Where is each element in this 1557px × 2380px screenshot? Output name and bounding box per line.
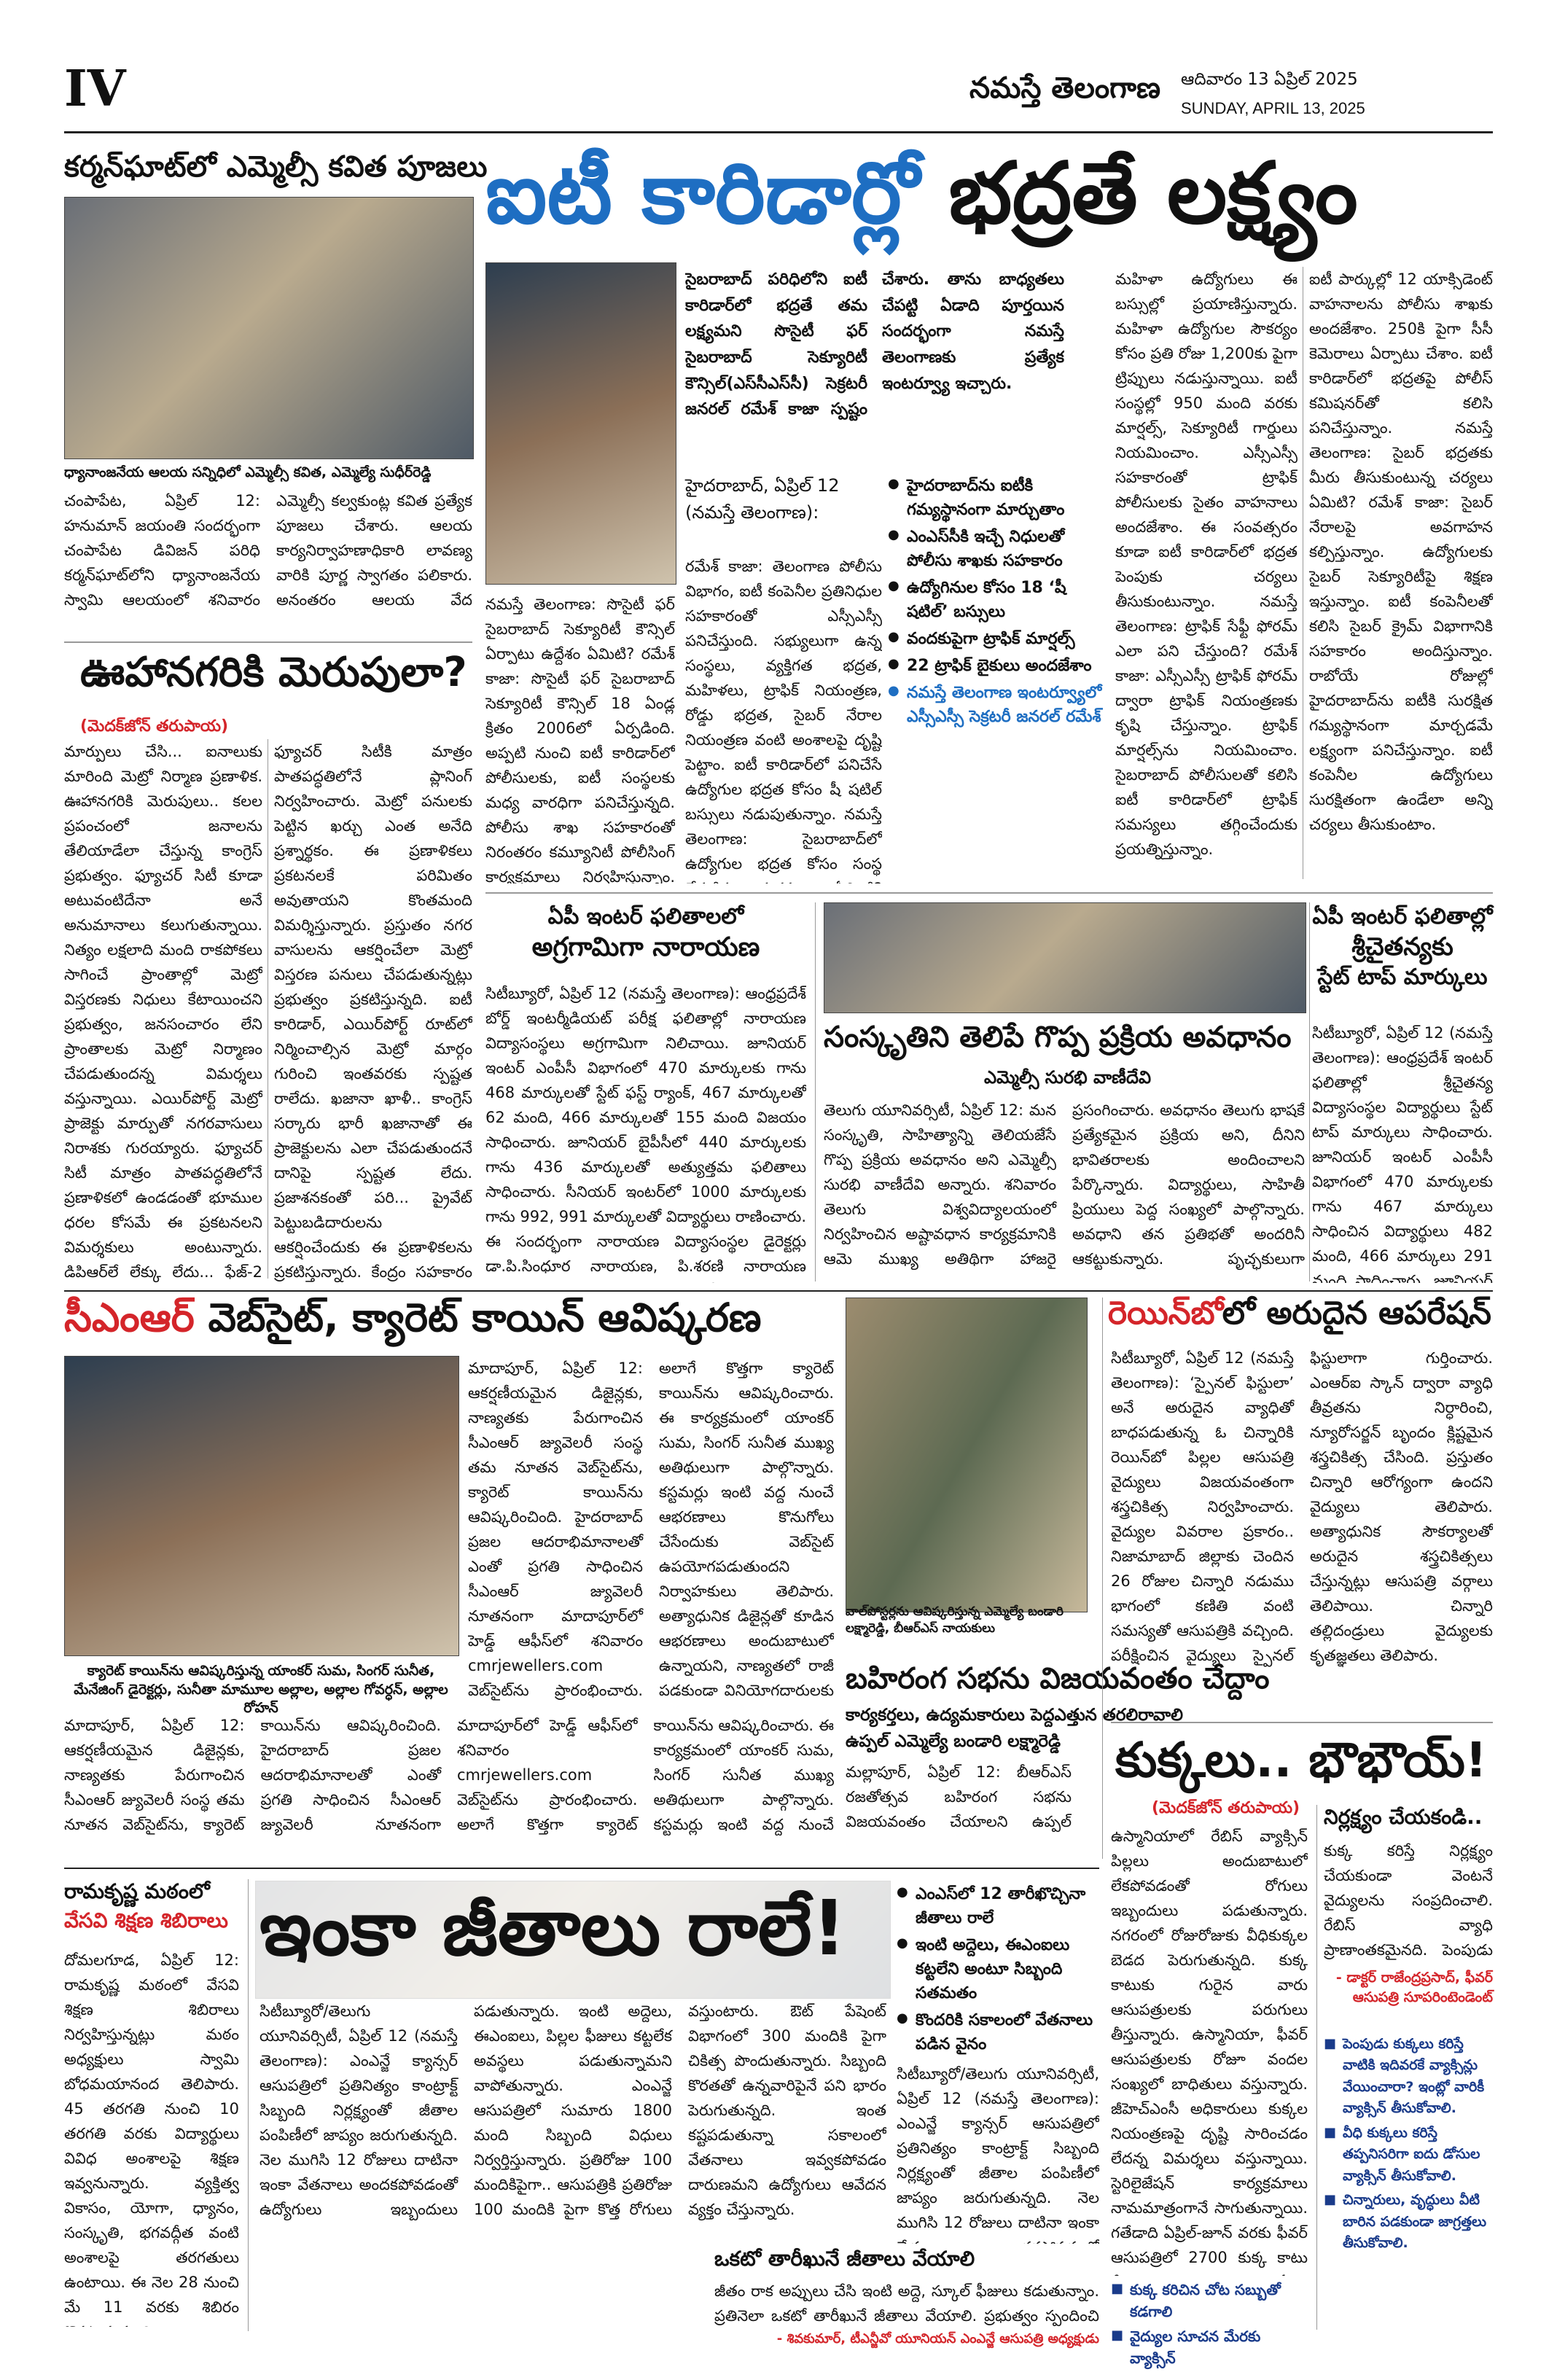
mid-rule (64, 1290, 1493, 1292)
narayana-title-line1: ఏపీ ఇంటర్ ఫలితాలలో (547, 904, 744, 929)
it-bullet: వందకుపైగా ట్రాఫిక్ మార్షల్స్ (888, 627, 1107, 651)
brs-subtitle2: ఉప్పల్ ఎమ్మెల్యే బండారి లక్ష్మారెడ్డి (846, 1732, 1061, 1751)
brs-subtitle1: కార్యకర్తలు, ఉద్యమకారులు పెద్దఎత్తున తరల… (846, 1706, 1184, 1725)
kavitha-photo (64, 197, 474, 459)
avadhanam-body: తెలుగు యూనివర్సిటీ, ఏప్రిల్ 12: మన సంస్క… (824, 1101, 1305, 1268)
cmr-headline-part2: వెబ్‌సైట్, క్యారెట్ కాయిన్ ఆవిష్కరణ (194, 1295, 762, 1341)
brs-photo (846, 1298, 1088, 1612)
kukkalu-sidebar-bullet: వీధి కుక్కలు కరిస్తే తప్పనిసరిగా ఐదు డోస… (1324, 2123, 1493, 2187)
kukkalu-bottom-bullet: వైద్యుల సూచన మేరకు వ్యాక్సిన్ (1111, 2325, 1308, 2369)
it-bullet: హైదరాబాద్‌ను ఐటీకి గమ్యస్థానంగా మార్చుతా… (888, 474, 1107, 522)
ramakrishna-divider (248, 1879, 249, 2331)
rain-headline: రెయిన్‌బోలో అరుదైన ఆపరేషన్ (1108, 1295, 1491, 1340)
it-photo (485, 262, 676, 585)
chaitanya-title-line3: స్టేట్ టాప్ మార్కులు (1317, 964, 1488, 991)
it-dateline-box: హైదరాబాద్, ఏప్రిల్ 12 (నమస్తే తెలంగాణ): (685, 472, 882, 526)
kukkalu-sidebar-bullet: పెంపుడు కుక్కలు కరిస్తే వాటికి ఇదివరకే వ… (1324, 2034, 1493, 2120)
ramakrishna-title: రామకృష్ణ మఠంలో వేసవి శిక్షణ శిబిరాలు (64, 1879, 239, 1938)
it-dateline-text: హైదరాబాద్, ఏప్రిల్ 12 (నమస్తే తెలంగాణ): (685, 475, 840, 523)
it-col3: మహిళా ఉద్యోగులు ఈ బస్సుల్లో ప్రయాణిస్తున… (1115, 270, 1298, 859)
salaries-bullet: ఇంటి అద్దెలు, ఈఎంఐలు కట్టలేని అంటూ సిబ్బ… (897, 1933, 1099, 2005)
page-number: IV (64, 60, 126, 118)
lower-rule (64, 1868, 1099, 1869)
uha-title: ఊహానగరికి మెరుపులా? (80, 649, 467, 696)
ramakrishna-body: దోమలగూడ, ఏప్రిల్ 12: రామకృష్ణ మఠంలో వేసవ… (64, 1951, 239, 2327)
it-col1: నమస్తే తెలంగాణ: సొసైటీ ఫర్ సైబరాబాద్ సెక… (485, 596, 675, 883)
salaries-quote-attr: - శివకుమార్, టీఎన్జీవో యూనియన్ ఎంఎన్జే ఆ… (776, 2331, 1099, 2346)
salaries-title: ఇంకా జీతాలు రాలే! (260, 1884, 846, 1973)
date-telugu: ఆదివారం 13 ఏప్రిల్ 2025 (1181, 70, 1358, 89)
narayana-title: ఏపీ ఇంటర్ ఫలితాలలో అగ్రగామిగా నారాయణ (485, 902, 806, 965)
cmr-headline: సీఎంఆర్ వెబ్‌సైట్, క్యారెట్ కాయిన్ ఆవిష్… (64, 1295, 761, 1351)
brs-caption: వాల్‌పోస్టర్లను ఆవిష్కరిస్తున్న ఎమ్మెల్య… (846, 1604, 1064, 1636)
it-col4: ఐటీ పార్కుల్లో 12 యాక్సిడెంట్ వాహనాలను ప… (1309, 270, 1493, 834)
narayana-body: సిటీబ్యూరో, ఏప్రిల్ 12 (నమస్తే తెలంగాణ):… (485, 985, 806, 1283)
salaries-bullet: కొందరికి సకాలంలో వేతనాలు పడిన వైనం (897, 2008, 1099, 2056)
salaries-subhead: ఒకటో తారీఖునే జీతాలు వేయాలి (714, 2247, 975, 2271)
kukkalu-title: కుక్కలు.. భౌభౌయ్! (1115, 1732, 1487, 1788)
kukkalu-divider (1316, 1805, 1317, 2330)
salaries-photo (255, 1881, 891, 1999)
salaries-body-right: సిటీబ్యూరో/తెలుగు యూనివర్సిటీ, ఏప్రిల్ 1… (897, 2065, 1099, 2244)
it-headline: ఐటీ కారిడార్లో భద్రతే లక్ష్యం (485, 143, 1358, 244)
kukkalu-sidebar-bullet: చిన్నారులు, వృద్ధులు వీటి బారిన పడకుండా … (1324, 2190, 1493, 2254)
cmr-body-right: మాదాపూర్, ఏప్రిల్ 12: ఆకర్షణీయమైన డిజైన్… (468, 1359, 834, 1700)
narayana-title-line2: అగ్రగామిగా నారాయణ (531, 932, 760, 962)
kavitha-rule (64, 641, 472, 643)
kukkalu-sidebar-title: నిర్లక్ష్యం చేయకండి.. (1324, 1805, 1483, 1829)
uha-body: మార్పులు చేసి... ఐనాలుకు మారింది మెట్రో … (64, 743, 262, 1281)
brs-title: బహిరంగ సభను విజయవంతం చేద్దాం (846, 1662, 1270, 1696)
masthead: నమస్తే తెలంగాణ (969, 71, 1161, 105)
it-bottom-rule (485, 892, 1493, 894)
it-bullet: ఎంఎస్‌సీకి ఇచ్చే నిధులతో పోలీసు శాఖకు సహ… (888, 525, 1107, 573)
salaries-quote: జీతం రాక అప్పులు చేసి ఇంటి అద్దె, స్కూల్… (714, 2282, 1099, 2325)
kukkalu-sidebar-quote: - డాక్టర్ రాజేంద్రప్రసాద్, ఫీవర్ ఆసుపత్ర… (1335, 1970, 1493, 2005)
kavitha-caption: ధ్యానాంజనేయ ఆలయ సన్నిధిలో ఎమ్మెల్సీ కవిత… (64, 464, 432, 480)
rain-bottom-rule (1111, 1722, 1493, 1723)
avadhanam-title: సంస్కృతిని తెలిపే గొప్ప ప్రక్రియ అవధానం (824, 1021, 1292, 1054)
rain-body: సిటీబ్యూరో, ఏప్రిల్ 12 (నమస్తే తెలంగాణ):… (1111, 1349, 1493, 1665)
chaitanya-divider (1309, 902, 1310, 1281)
narayana-divider (815, 902, 816, 1281)
cmr-body: మాదాపూర్, ఏప్రిల్ 12: ఆకర్షణీయమైన డిజైన్… (64, 1717, 834, 1834)
chaitanya-title: ఏపీ ఇంటర్ ఫలితాల్లో శ్రీచైతన్యకు స్టేట్ … (1312, 902, 1493, 991)
brs-body: మల్లాపూర్, ఏప్రిల్ 12: బీఆర్ఎస్ రజతోత్సవ… (846, 1763, 1072, 1831)
it-bullet: నమస్తే తెలంగాణ ఇంటర్వ్యూలో ఎస్సీఎస్సీ సె… (888, 681, 1107, 729)
cmr-photo (64, 1356, 459, 1656)
ramakrishna-title-line2: వేసవి శిక్షణ శిబిరాలు (64, 1908, 228, 1932)
kavitha-body: చంపాపేట, ఏప్రిల్ 12: హనుమాన్ జయంతి సందర్… (64, 492, 472, 609)
kukkalu-byline: (మెదక్‌జోన్ తరుపాయ) (1152, 1799, 1300, 1817)
salaries-bullet: ఎంఎస్‌లో 12 తారీఖొచ్చినా జీతాలు రాలే (897, 1882, 1099, 1930)
salaries-body: సిటీబ్యూరో/తెలుగు యూనివర్సిటీ, ఏప్రిల్ 1… (260, 2002, 886, 2219)
date-english: SUNDAY, APRIL 13, 2025 (1181, 99, 1365, 117)
kukkalu-body: ఉస్మానియాలో రేబిస్ వ్యాక్సిన్ పిల్లలు అం… (1111, 1827, 1308, 2276)
kukkalu-bottom-bullet: కుక్క కరిచిన చోట సబ్బుతో కడగాలి (1111, 2279, 1308, 2322)
kukkalu-sidebar-bullets: పెంపుడు కుక్కలు కరిస్తే వాటికి ఇదివరకే వ… (1324, 2034, 1493, 2257)
avadhanam-subtitle: ఎమ్మెల్సీ సురభి వాణీదేవి (984, 1067, 1152, 1088)
it-col2: రమేశ్ కాజా: తెలంగాణ పోలీసు విభాగం, ఐటీ క… (685, 558, 882, 883)
it-bullets: హైదరాబాద్‌ను ఐటీకి గమ్యస్థానంగా మార్చుతా… (888, 474, 1107, 732)
it-intro: సైబరాబాద్ పరిధిలోని ఐటీ కారిడార్‌లో భద్ర… (685, 270, 1064, 419)
chaitanya-title-line1: ఏపీ ఇంటర్ ఫలితాల్లో (1312, 904, 1493, 929)
cmr-caption: క్యారెట్ కాయిన్‌ను ఆవిష్కరిస్తున్న యాంకర… (74, 1663, 448, 1717)
it-bullet: 22 ట్రాఫిక్ బైకులు అందజేశాం (888, 654, 1107, 678)
uha-byline: (మెదక్‌జోన్ తరుపాయ) (80, 717, 229, 736)
cmr-headline-part1: సీఎంఆర్ (64, 1295, 195, 1341)
salaries-bullets: ఎంఎస్‌లో 12 తారీఖొచ్చినా జీతాలు రాలే ఇంట… (897, 1882, 1099, 2059)
uha-body-col2: ఫ్యూచర్ సిటీకి మాత్రం పాతపద్ధతిలోనే ప్లా… (274, 743, 472, 1281)
header-rule (64, 131, 1493, 133)
rain-headline-part2: లో అరుదైన ఆపరేషన్ (1222, 1295, 1491, 1332)
avadhanam-photo (824, 902, 1306, 1013)
it-headline-part1: ఐటీ కారిడార్ (485, 144, 920, 243)
rain-headline-part1: రెయిన్‌బో (1108, 1295, 1222, 1332)
chaitanya-body: సిటీబ్యూరో, ఏప్రిల్ 12 (నమస్తే తెలంగాణ):… (1312, 1024, 1493, 1283)
it-headline-part2: లో భద్రతే లక్ష్యం (919, 144, 1358, 243)
kukkalu-bottom-bullets: కుక్క కరిచిన చోట సబ్బుతో కడగాలి వైద్యుల … (1111, 2279, 1308, 2372)
it-bullet: ఉద్యోగినుల కోసం 18 ‘షీ షటిల్’ బస్సులు (888, 576, 1107, 624)
chaitanya-title-line2: శ్రీచైతన్యకు (1351, 932, 1453, 961)
kukkalu-sidebar-body: కుక్క కరిస్తే నిర్లక్ష్యం చేయకుండా వెంటన… (1324, 1842, 1493, 1959)
ramakrishna-title-line1: రామకృష్ణ మఠంలో (64, 1879, 210, 1903)
kavitha-title: కర్మన్‌ఘాట్‌లో ఎమ్మెల్సీ కవిత పూజలు (64, 150, 488, 184)
brs-divider (1102, 1298, 1103, 1859)
